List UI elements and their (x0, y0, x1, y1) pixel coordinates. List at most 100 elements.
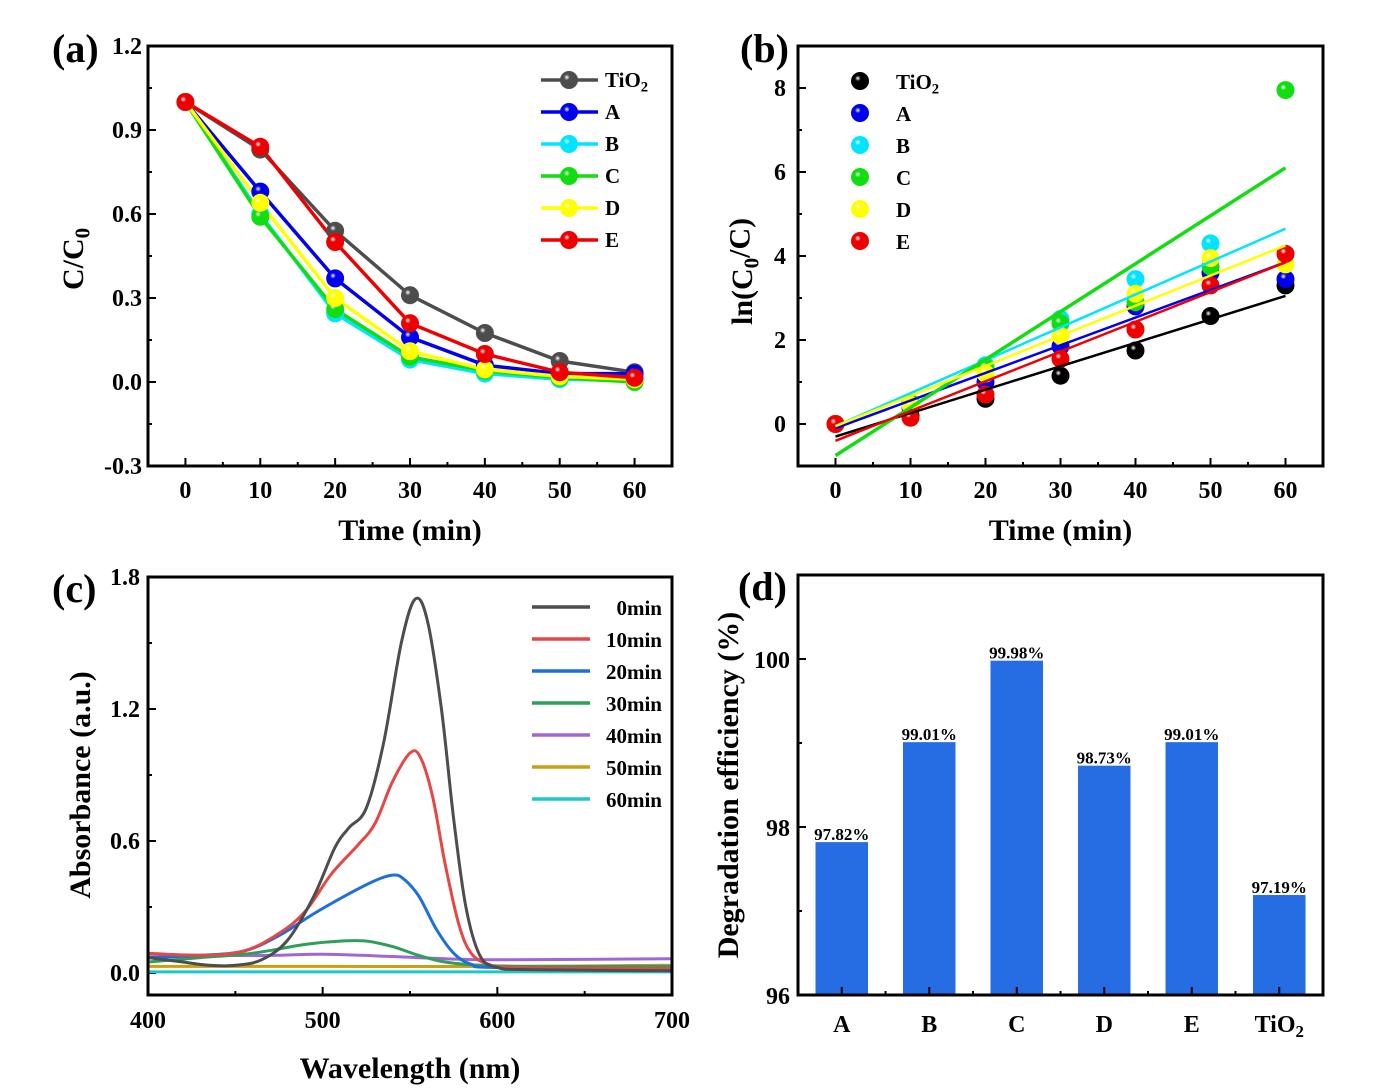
data-point-E (251, 137, 270, 156)
legend-label: D (605, 196, 620, 220)
y-tick-label: 0.6 (110, 829, 140, 855)
x-tick-label: 0 (830, 478, 842, 504)
panel-b-frame (796, 44, 1325, 468)
x-tick-label: 10 (248, 478, 272, 504)
legend-label: 50min (606, 756, 662, 780)
y-axis-label-main: C/C (57, 238, 90, 290)
fit-line-A (835, 261, 1286, 430)
y-axis-label: Absorbance (a.u.) (64, 671, 97, 899)
panel-d-frame (796, 573, 1325, 997)
legend-label: 40min (606, 724, 662, 748)
bar-TiO2 (1253, 895, 1306, 995)
legend-marker (560, 167, 578, 185)
x-tick-label-sub: 2 (1296, 1022, 1304, 1041)
y-axis-label-sub: 0 (739, 258, 763, 269)
data-point-D (326, 289, 345, 307)
data-label: 97.82% (814, 825, 869, 844)
panel-label: (a) (52, 26, 99, 71)
x-tick-label: 40 (1124, 478, 1148, 504)
legend-label: A (605, 100, 621, 124)
legend-label-main: D (605, 196, 620, 220)
y-tick-label: 6 (774, 160, 786, 186)
legend-label-main: B (896, 134, 910, 158)
panel-c-frame (146, 575, 674, 997)
bar-D (1078, 765, 1131, 995)
x-tick-label: B (921, 1012, 937, 1038)
data-point-A (401, 328, 419, 347)
data-label: 97.19% (1252, 878, 1307, 897)
y-tick-label: 4 (774, 244, 786, 270)
legend-label: 30min (606, 692, 662, 716)
data-point-C (1276, 81, 1295, 100)
y-axis-label: ln(C0/C) (723, 218, 763, 325)
x-tick-label: 60 (1274, 478, 1298, 504)
x-tick-label: 30 (398, 478, 422, 504)
data-point-B (1201, 234, 1220, 253)
legend-label-main: A (896, 102, 912, 126)
legend-marker (851, 136, 869, 154)
panel-d: 97.82% A 99.01% B 99.98% C 98.73% D 99.01% E 97.19… (712, 564, 1325, 1041)
y-tick-label: 1.8 (110, 565, 140, 591)
legend-label-main: D (896, 198, 911, 222)
legend-marker (851, 232, 869, 250)
y-tick-label: 1.2 (110, 697, 140, 723)
legend-marker (851, 200, 869, 218)
data-point-A (326, 269, 345, 288)
y-tick-label: 0.9 (112, 118, 142, 144)
y-tick-label: 0.0 (112, 370, 142, 396)
x-tick-label: 30 (1049, 478, 1073, 504)
legend-label-sub: 2 (932, 81, 939, 97)
series-group (148, 596, 672, 974)
x-tick-label: C (1008, 1012, 1025, 1038)
data-point-D (401, 342, 419, 361)
legend-label-main: TiO (896, 70, 932, 94)
data-point-E (1126, 320, 1145, 339)
data-point-A (1276, 270, 1295, 289)
y-axis-label-main: ln(C (726, 268, 759, 325)
legend-label: 0min (616, 596, 662, 620)
data-point-E (1276, 244, 1295, 263)
x-tick-label: 400 (130, 1008, 166, 1034)
y-tick-label: 96 (766, 984, 790, 1010)
spectrum-10min (148, 749, 672, 971)
legend-label: TiO2 (896, 70, 939, 97)
legend-label: TiO2 (605, 68, 648, 95)
x-tick-label: 500 (305, 1008, 341, 1034)
x-tick-label: E (1184, 1012, 1200, 1038)
y-axis-label: C/C0 (57, 228, 94, 290)
panel-label: (c) (52, 566, 96, 611)
legend-marker (560, 71, 578, 89)
legend-label-main: C (605, 164, 620, 188)
spectrum-0min (148, 596, 672, 973)
legend-label: E (896, 230, 910, 254)
data-point-E (475, 345, 494, 363)
x-tick-label: A (833, 1012, 851, 1038)
y-tick-label: 0.3 (112, 286, 142, 312)
y-tick-label: 0.6 (112, 202, 142, 228)
bar-C (990, 660, 1043, 995)
x-tick-label: 10 (899, 478, 923, 504)
y-axis-label-sub: 0 (70, 228, 94, 239)
legend-marker (560, 199, 578, 217)
legend-label-main: TiO (605, 68, 641, 92)
bar-B (903, 742, 956, 995)
panel-c: 400 500 600 700 0.0 0.6 1.2 1.8 Wavelength (nm) A… (52, 565, 690, 1085)
y-axis-label: Degradation efficiency (%) (712, 612, 745, 959)
data-point-TiO2 (401, 286, 419, 305)
x-tick-label: 20 (323, 478, 347, 504)
x-tick-label: TiO2 (1255, 1012, 1304, 1041)
x-axis-label: Wavelength (nm) (300, 1052, 521, 1085)
data-point-E (176, 93, 195, 111)
legend-label: 10min (606, 628, 662, 652)
legend-label: C (896, 166, 911, 190)
legend-marker (560, 103, 578, 121)
x-tick-label: 40 (473, 478, 497, 504)
legend-marker (560, 231, 578, 249)
x-axis-label: Time (min) (989, 514, 1133, 547)
legend-label: 60min (606, 788, 662, 812)
legend-marker (851, 72, 869, 90)
legend-label: A (896, 102, 912, 126)
data-label: 99.98% (989, 644, 1044, 663)
